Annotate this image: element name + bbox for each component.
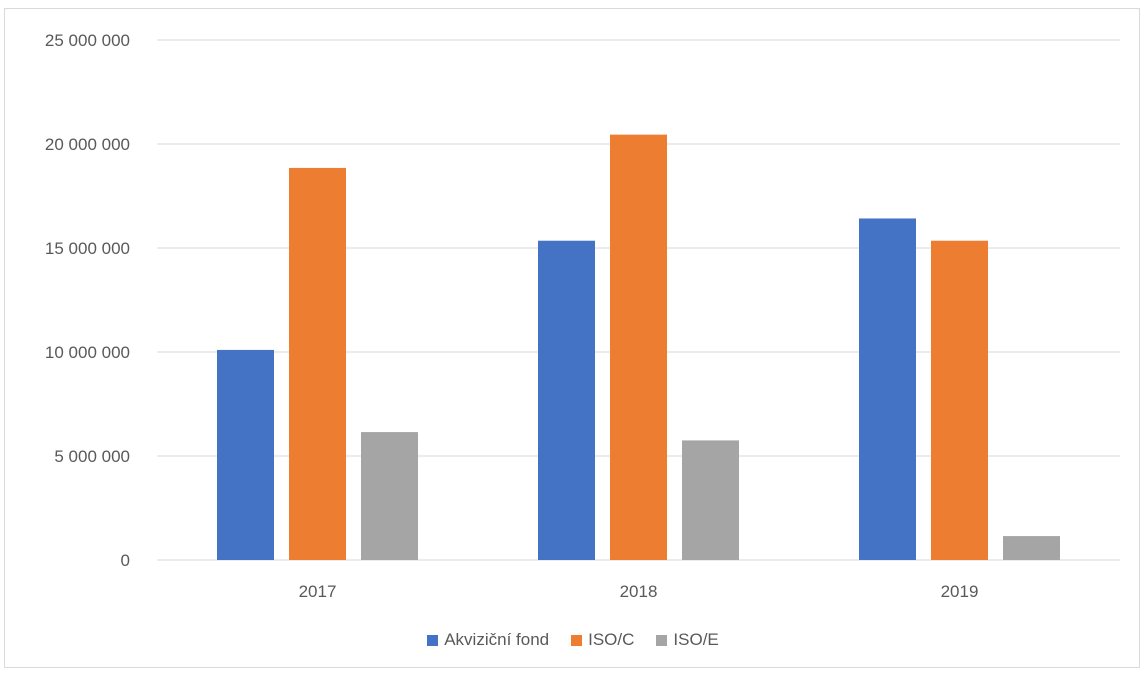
bar-2017-series-1 <box>289 167 346 561</box>
bar-2017-series-0 <box>217 349 274 560</box>
x-tick-label: 2018 <box>620 582 658 601</box>
x-tick-label: 2019 <box>941 582 979 601</box>
bar-2018-series-1 <box>610 134 667 560</box>
y-tick-label: 25 000 000 <box>45 31 130 50</box>
legend-item: ISO/C <box>571 630 634 650</box>
y-tick-label: 5 000 000 <box>54 447 130 466</box>
bar-2019-series-1 <box>931 240 988 560</box>
bar-2018-series-2 <box>682 440 739 560</box>
x-tick-label: 2017 <box>299 582 337 601</box>
legend-label: Akviziční fond <box>444 630 550 649</box>
y-tick-label: 20 000 000 <box>45 135 130 154</box>
legend-label: ISO/E <box>673 630 719 649</box>
bar-2018-series-0 <box>538 240 595 560</box>
y-tick-label: 10 000 000 <box>45 343 130 362</box>
bars <box>217 134 1060 561</box>
x-axis-tick-labels: 2017 2018 2019 <box>299 582 979 601</box>
bar-2019-series-2 <box>1003 536 1060 560</box>
legend-label: ISO/C <box>588 630 635 649</box>
bar-2019-series-0 <box>859 218 916 561</box>
legend: Akviziční fond ISO/C ISO/E <box>0 630 1146 650</box>
y-axis-tick-labels: 0 5 000 000 10 000 000 15 000 000 20 000 000… <box>45 31 130 570</box>
y-tick-label: 15 000 000 <box>45 239 130 258</box>
legend-swatch <box>427 634 439 646</box>
legend-swatch <box>571 634 583 646</box>
y-tick-label: 0 <box>121 551 130 570</box>
legend-item: ISO/E <box>656 630 719 650</box>
bar-2017-series-2 <box>361 432 418 560</box>
legend-swatch <box>656 634 668 646</box>
legend-item: Akviziční fond <box>427 630 549 650</box>
